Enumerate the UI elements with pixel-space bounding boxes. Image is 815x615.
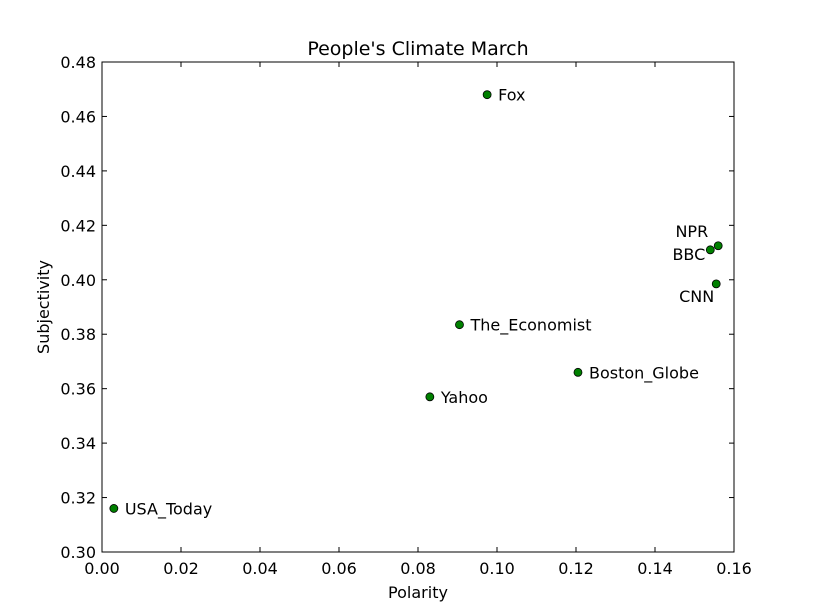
chart-title: People's Climate March <box>307 38 528 60</box>
x-tick-label: 0.06 <box>321 559 357 578</box>
y-tick-label: 0.46 <box>60 107 96 126</box>
data-label: Boston_Globe <box>589 363 699 383</box>
y-tick-label: 0.32 <box>60 489 96 508</box>
x-tick-label: 0.10 <box>479 559 515 578</box>
x-axis-label: Polarity <box>388 583 448 602</box>
data-labels: Fox NPR BBC CNN The_Economist Boston_Globe Yah… <box>125 86 714 520</box>
data-point <box>711 279 721 289</box>
data-point <box>705 245 715 255</box>
data-label: USA_Today <box>125 499 212 519</box>
data-label: Fox <box>498 86 525 105</box>
y-axis-label: Subjectivity <box>34 260 53 354</box>
data-label: NPR <box>675 222 708 241</box>
x-tick-label: 0.00 <box>84 559 120 578</box>
data-point <box>109 504 119 513</box>
x-tick-label: 0.14 <box>637 559 673 578</box>
data-label: The_Economist <box>469 316 591 336</box>
x-tick-label: 0.12 <box>558 559 594 578</box>
y-tick-label: 0.44 <box>60 162 96 181</box>
x-tick-label: 0.04 <box>242 559 278 578</box>
data-point <box>713 241 723 251</box>
data-points <box>109 90 723 513</box>
y-tick-label: 0.36 <box>60 380 96 399</box>
data-point <box>425 392 435 402</box>
data-label: CNN <box>679 287 714 306</box>
x-tick-label: 0.16 <box>716 559 752 578</box>
data-point <box>573 367 583 377</box>
tick-labels: 0.00 0.02 0.04 0.06 0.08 0.10 0.12 0.14 0.16 0.30… <box>60 53 751 578</box>
data-label: Yahoo <box>440 388 488 407</box>
x-tick-label: 0.02 <box>163 559 199 578</box>
y-tick-label: 0.48 <box>60 53 96 72</box>
y-tick-label: 0.38 <box>60 325 96 344</box>
y-tick-label: 0.30 <box>60 543 96 562</box>
data-label: BBC <box>672 245 705 264</box>
data-point <box>455 320 464 330</box>
plot-frame <box>101 61 735 553</box>
y-tick-label: 0.34 <box>60 434 96 453</box>
y-tick-label: 0.40 <box>60 271 96 290</box>
data-point <box>482 90 492 100</box>
axis-ticks <box>101 61 735 553</box>
y-tick-label: 0.42 <box>60 216 96 235</box>
x-tick-label: 0.08 <box>400 559 436 578</box>
